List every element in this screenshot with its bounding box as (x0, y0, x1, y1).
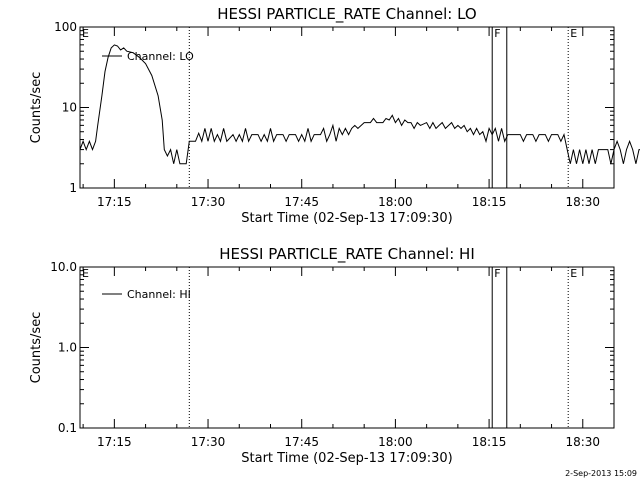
y-tick-label: 100 (54, 20, 77, 34)
y-tick-label: 1.0 (58, 341, 77, 355)
timestamp-footer: 2-Sep-2013 15:09 (565, 469, 637, 478)
x-tick-label: 18:30 (565, 435, 600, 449)
series-line (79, 44, 640, 165)
lo-channel-panel: HESSI PARTICLE_RATE Channel: LO 1 10 100 17:… (29, 5, 640, 226)
x-tick-label: 18:15 (472, 195, 507, 209)
event-marker-label: F (494, 27, 500, 40)
event-marker-label: E (570, 267, 577, 280)
hi-channel-panel: HESSI PARTICLE_RATE Channel: HI 0.1 1.0 10.… (29, 245, 615, 466)
x-tick-label: 18:00 (378, 435, 413, 449)
x-tick-label: 18:15 (472, 435, 507, 449)
event-marker-label: E (82, 27, 89, 40)
x-tick-label: 17:30 (191, 195, 226, 209)
y-axis-label: Counts/sec (29, 72, 44, 144)
x-tick-label: 17:30 (191, 435, 226, 449)
chart-title: HESSI PARTICLE_RATE Channel: HI (219, 245, 475, 264)
event-marker-label: E (570, 27, 577, 40)
x-tick-label: 17:15 (97, 435, 132, 449)
x-tick-label: 17:45 (284, 435, 319, 449)
y-tick-label: 0.1 (58, 421, 77, 435)
event-marker-label: F (494, 267, 500, 280)
x-axis-label: Start Time (02-Sep-13 17:09:30) (241, 451, 452, 466)
y-axis-label: Counts/sec (29, 312, 44, 384)
x-tick-label: 17:15 (97, 195, 132, 209)
y-tick-label: 10.0 (50, 260, 77, 274)
y-tick-label: 10 (62, 101, 77, 115)
y-tick-label: 1 (69, 181, 77, 195)
x-axis-label: Start Time (02-Sep-13 17:09:30) (241, 211, 452, 226)
x-tick-label: 18:00 (378, 195, 413, 209)
x-tick-label: 17:45 (284, 195, 319, 209)
event-marker-label: E (82, 267, 89, 280)
legend-label: Channel: HI (127, 288, 191, 301)
x-tick-label: 18:30 (565, 195, 600, 209)
chart-title: HESSI PARTICLE_RATE Channel: LO (217, 5, 476, 24)
legend-label: Channel: LO (127, 50, 194, 63)
